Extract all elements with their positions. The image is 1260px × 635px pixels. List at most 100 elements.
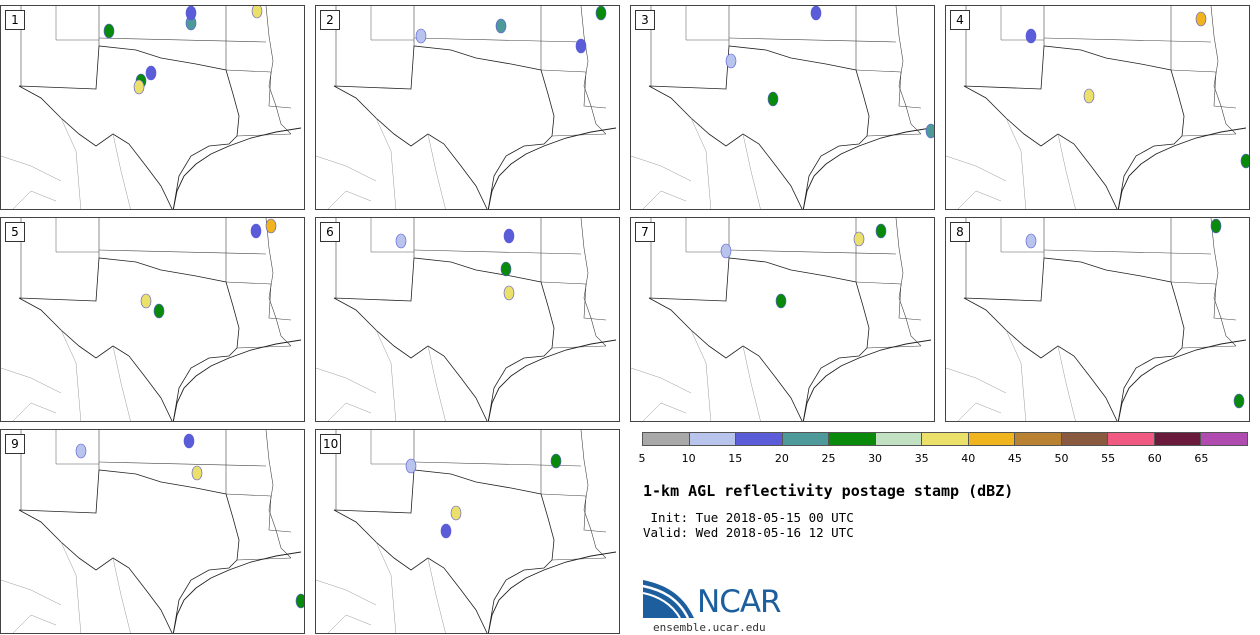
boundary-line (98, 37, 267, 43)
reflectivity-echo (500, 261, 512, 277)
boundary-line (540, 69, 607, 109)
reflectivity-echo (550, 453, 562, 469)
boundary-line (18, 45, 240, 209)
boundary-line (1170, 281, 1237, 321)
reflectivity-echo (1025, 233, 1037, 249)
reflectivity-echo (1240, 153, 1249, 169)
basemap (946, 6, 1249, 209)
boundary-line (225, 69, 292, 109)
boundary-line (1043, 249, 1212, 255)
boundary-line (375, 541, 397, 633)
boundary-line (12, 402, 57, 421)
boundary-line (265, 430, 292, 559)
boundary-line (895, 218, 922, 347)
boundary-line (12, 190, 57, 209)
colorbar-tick-label: 50 (1054, 452, 1069, 465)
colorbar-segment (829, 433, 876, 445)
boundary-line (333, 469, 555, 633)
boundary-line (963, 45, 1185, 209)
colorbar-segment (736, 433, 783, 445)
colorbar-tick-labels: 5 10 15 20 25 30 35 40 45 50 55 60 65 (639, 452, 1248, 466)
boundary-line (60, 541, 82, 633)
stamp-panel-8: 8 (945, 217, 1250, 422)
stamp-panel-3: 3 (630, 5, 935, 210)
reflectivity-echo (767, 91, 779, 107)
boundary-line (172, 551, 302, 633)
stamp-panel-2: 2 (315, 5, 620, 210)
boundary-line (685, 6, 729, 41)
figure-title: 1-km AGL reflectivity postage stamp (dBZ… (643, 482, 1014, 500)
boundary-line (1000, 218, 1044, 253)
boundary-line (690, 329, 712, 421)
boundary-line (1170, 69, 1237, 109)
basemap (946, 218, 1247, 421)
boundary-line (580, 430, 607, 559)
boundary-line (742, 345, 761, 421)
reflectivity-echo (191, 465, 203, 481)
boundary-line (690, 117, 712, 209)
boundary-line (946, 367, 1007, 394)
boundary-line (225, 493, 292, 533)
boundary-line (728, 249, 897, 255)
boundary-line (802, 127, 932, 209)
boundary-line (112, 133, 131, 209)
colorbar-segment (782, 433, 830, 445)
reflectivity-echo (720, 243, 732, 259)
reflectivity-echo (725, 53, 737, 69)
reflectivity-echo (503, 228, 515, 244)
stamp-number: 3 (635, 10, 655, 30)
colorbar-segment (968, 433, 1016, 445)
stamp-panel-9: 9 (0, 429, 305, 634)
boundary-line (487, 551, 617, 633)
colorbar-segment (922, 433, 969, 445)
boundary-line (172, 339, 302, 421)
colorbar-tick-label: 45 (1007, 452, 1022, 465)
boundary-line (427, 133, 446, 209)
reflectivity-echo (145, 65, 157, 81)
stamp-number: 4 (950, 10, 970, 30)
boundary-line (1000, 6, 1044, 41)
reflectivity-echo (503, 285, 515, 301)
reflectivity-echo (1195, 11, 1207, 27)
reflectivity-echo (875, 223, 887, 239)
boundary-line (1057, 345, 1076, 421)
boundary-line (487, 339, 617, 421)
reflectivity-echo (405, 458, 417, 474)
stamp-panel-7: 7 (630, 217, 935, 422)
boundary-line (55, 218, 99, 253)
colorbar-tick-label: 25 (821, 452, 836, 465)
boundary-line (631, 367, 692, 394)
boundary-line (1210, 6, 1237, 135)
basemap (1, 218, 302, 421)
basemap (316, 218, 617, 421)
boundary-line (1043, 37, 1212, 43)
reflectivity-echo (925, 123, 934, 139)
ncar-logo-icon (642, 580, 694, 619)
stamp-number: 7 (635, 222, 655, 242)
reflectivity-echo (183, 433, 195, 449)
colorbar-segment (875, 433, 923, 445)
reflectivity-echo (810, 6, 822, 21)
reflectivity-echo (775, 293, 787, 309)
boundary-line (1210, 218, 1237, 347)
site-url: ensemble.ucar.edu (653, 621, 766, 634)
boundary-line (60, 329, 82, 421)
boundary-line (225, 281, 292, 321)
reflectivity-echo (440, 523, 452, 539)
boundary-line (855, 281, 922, 321)
stamp-number: 6 (320, 222, 340, 242)
boundary-line (316, 155, 377, 182)
boundary-line (413, 249, 582, 255)
boundary-line (1005, 329, 1027, 421)
boundary-line (1, 579, 62, 606)
boundary-line (580, 218, 607, 347)
reflectivity-echo (495, 18, 507, 34)
boundary-line (855, 69, 922, 109)
colorbar-tick-label: 10 (681, 452, 696, 465)
boundary-line (648, 257, 870, 421)
boundary-line (540, 281, 607, 321)
basemap (316, 6, 617, 209)
boundary-line (1057, 133, 1076, 209)
boundary-line (540, 493, 607, 533)
reflectivity-echo (250, 223, 262, 239)
